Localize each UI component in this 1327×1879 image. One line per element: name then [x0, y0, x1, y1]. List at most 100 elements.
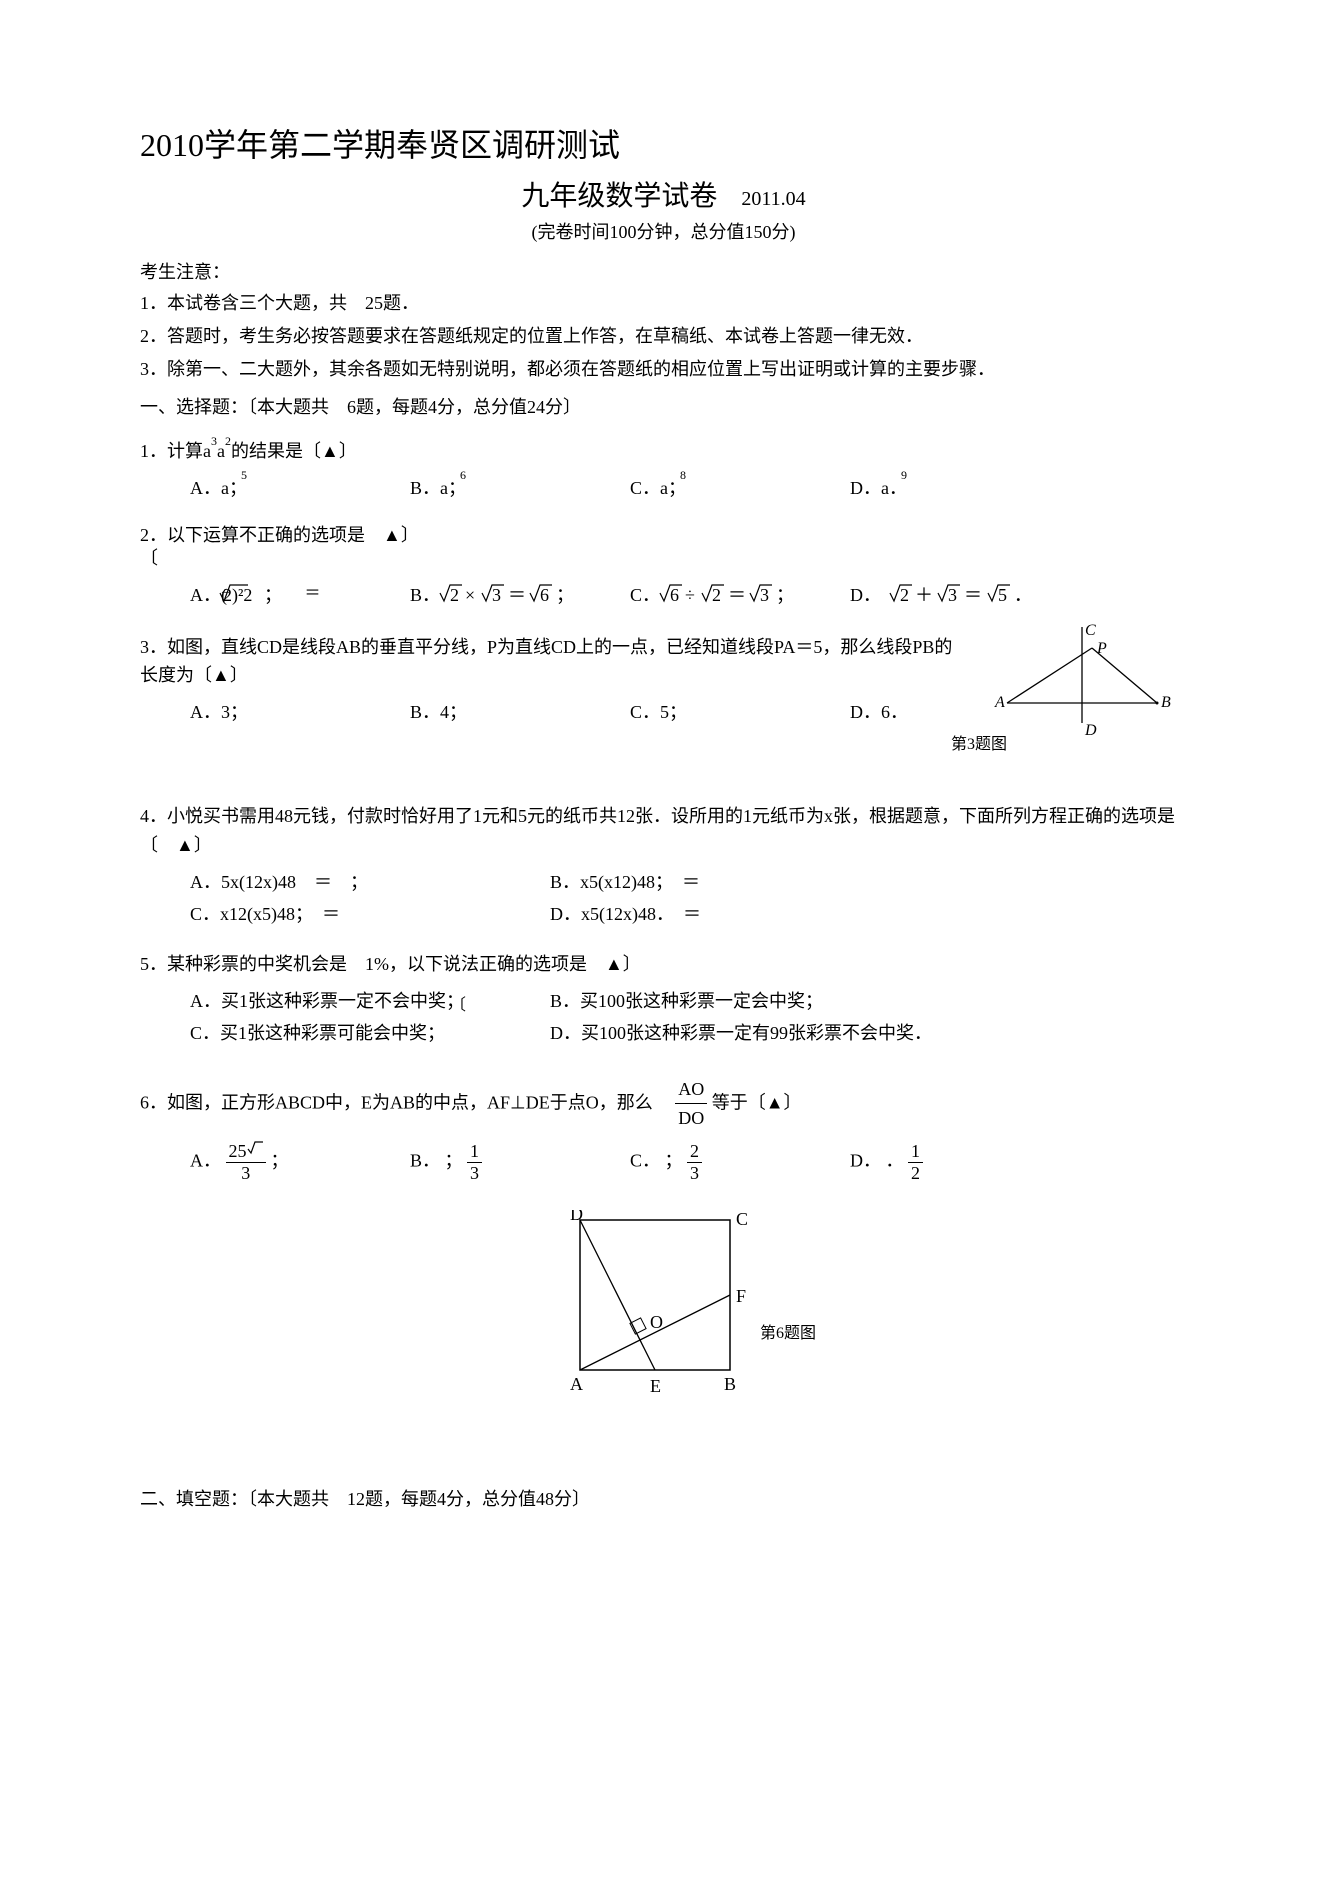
q4-opt-d: D．x5(12x)48． ＝ — [550, 900, 910, 926]
q2-a-svg: A．( _ 2)²2 ； — [190, 582, 305, 602]
q3-label-a: A — [994, 694, 1005, 711]
q6-fig-label: 第6题图 — [760, 1324, 816, 1342]
q1-stem-b: a — [217, 441, 225, 461]
q4-opt-c: C．x12(x5)48； ＝ — [190, 900, 550, 926]
q6-c-num: 2 — [687, 1141, 702, 1163]
q6-opt-b: B． ； 1 3 — [410, 1141, 630, 1184]
q2-c-svg: C． 6 ÷ 2 ＝ 3 ； — [630, 579, 830, 609]
svg-text:2: 2 — [900, 585, 909, 605]
q6-c-frac: 2 3 — [687, 1141, 702, 1184]
sqrt-mark-icon — [247, 1141, 263, 1155]
q2-options: A．( _ 2)²2 ； ＝ B． 2 × 3 ＝ 6 ； — [140, 579, 1187, 615]
svg-text:＝: ＝ — [728, 585, 746, 605]
q2-opt-c: C． 6 ÷ 2 ＝ 3 ； — [630, 579, 850, 609]
q1-opt-a: A．a；5 — [190, 474, 410, 500]
svg-text:C．: C． — [630, 585, 660, 605]
q4-opt-a: A．5x(12x)48 ＝ ； — [190, 868, 550, 894]
notice-item-1: 1．本试卷含三个大题，共 25题． — [140, 290, 1187, 317]
q1-b-label: B．a — [410, 478, 448, 498]
q3-opt-c: C．5； — [630, 698, 850, 724]
q1-opt-c: C．a；8 — [630, 474, 850, 500]
question-3: 3．如图，直线CD是线段AB的垂直平分线，P为直线CD上的一点，已经知道线段PA… — [140, 633, 1187, 691]
svg-text:．: ． — [1014, 585, 1032, 605]
q6-label-b: B — [724, 1374, 736, 1394]
q1-a-label: A．a — [190, 478, 229, 498]
q6-stem-a: 6．如图，正方形ABCD中，E为AB的中点，AF⊥DE于点O，那么 — [140, 1092, 671, 1112]
q3-svg: C P A B D — [977, 623, 1177, 743]
q6-d-den: 2 — [908, 1163, 923, 1184]
q6-c-suf: ； — [665, 1151, 683, 1171]
q6-options: A． 25 3 ； B． ； 1 3 C． ； 2 3 — [140, 1141, 1187, 1190]
svg-text:2: 2 — [450, 585, 459, 605]
svg-text:6: 6 — [540, 585, 549, 605]
q2-opt-d: D． 2 ＋ 3 ＝ 5 ． — [850, 579, 1090, 609]
q2-stem: 2．以下运算不正确的选项是 ▲〕 — [140, 525, 419, 545]
q6-frac: AO DO — [675, 1075, 707, 1134]
q6-frac-den: DO — [675, 1104, 707, 1133]
q6-stem-b: 等于〔▲〕 — [712, 1092, 802, 1112]
q6-d-pre: D． — [850, 1151, 881, 1171]
question-6: 6．如图，正方形ABCD中，E为AB的中点，AF⊥DE于点O，那么 AO DO … — [140, 1075, 1187, 1134]
q5-stem: 5．某种彩票的中奖机会是 1%，以下说法正确的选项是 ▲〕 — [140, 954, 641, 974]
svg-text:；: ； — [776, 585, 794, 605]
question-2: 2．以下运算不正确的选项是 ▲〕 〔 — [140, 524, 1187, 571]
svg-text:；: ； — [556, 585, 574, 605]
svg-text:＋: ＋ — [915, 585, 933, 605]
q6-b-pre: B． — [410, 1151, 440, 1171]
subtitle-row: 九年级数学试卷 2011.04 — [140, 174, 1187, 214]
q3-stem: 3．如图，直线CD是线段AB的垂直平分线，P为直线CD上的一点，已经知道线段PA… — [140, 637, 952, 686]
notice-head: 考生注意： — [140, 258, 1187, 284]
q1-c-label: C．a — [630, 478, 668, 498]
svg-text:＝: ＝ — [964, 585, 982, 605]
notice-item-2: 2．答题时，考生务必按答题要求在答题纸规定的位置上作答，在草稿纸、本试卷上答题一… — [140, 323, 1187, 350]
q6-d-num: 1 — [908, 1141, 923, 1163]
q6-frac-num: AO — [675, 1075, 707, 1105]
q2-sub: 〔 — [140, 548, 158, 568]
question-4: 4．小悦买书需用48元钱，付款时恰好用了1元和5元的纸币共12张．设所用的1元纸… — [140, 802, 1187, 860]
q3-label-p: P — [1096, 640, 1107, 657]
q6-label-d: D — [570, 1210, 583, 1224]
svg-text:6: 6 — [670, 585, 679, 605]
q3-label-b: B — [1161, 694, 1171, 711]
q1-stem-c: 的结果是〔▲〕 — [231, 441, 357, 461]
q5-opt-a: A．买1张这种彩票一定不会中奖； — [190, 987, 550, 1013]
q2-b-svg: B． 2 × 3 ＝ 6 ； — [410, 579, 600, 609]
svg-text:D．: D． — [850, 585, 881, 605]
q1-exp2: 2 — [225, 434, 231, 448]
svg-text:3: 3 — [760, 585, 769, 605]
q6-opt-c: C． ； 2 3 — [630, 1141, 850, 1184]
svg-text:÷: ÷ — [685, 585, 695, 605]
q3-opt-a: A．3； — [190, 698, 410, 724]
q3-label-c: C — [1085, 623, 1096, 639]
sub-title: 九年级数学试卷 — [521, 181, 717, 212]
q1-b-exp: 6 — [460, 468, 466, 482]
q3-label-d: D — [1084, 722, 1097, 739]
svg-text:2)²2: 2)²2 — [223, 585, 252, 606]
svg-text:×: × — [465, 585, 475, 605]
q6-a-num: 25 — [226, 1141, 267, 1163]
q1-c-exp: 8 — [680, 468, 686, 482]
svg-text:5: 5 — [998, 585, 1007, 605]
svg-text:2: 2 — [712, 585, 721, 605]
notice-item-3: 3．除第一、二大题外，其余各题如无特别说明，都必须在答题纸的相应位置上写出证明或… — [140, 356, 1187, 383]
section2-head: 二、填空题：〔本大题共 12题，每题4分，总分值48分〕 — [140, 1485, 1187, 1511]
q6-a-den: 3 — [226, 1163, 267, 1184]
q6-d-suf: ． — [886, 1151, 904, 1171]
exam-meta: (完卷时间100分钟，总分值150分) — [140, 218, 1187, 244]
svg-text:3: 3 — [948, 585, 957, 605]
q5-opt-c: C．买1张这种彩票可能会中奖； — [190, 1019, 550, 1045]
q6-a-pre: A． — [190, 1151, 221, 1171]
q6-d-frac: 1 2 — [908, 1141, 923, 1184]
question-1: 1．计算a3a2的结果是〔▲〕 — [140, 437, 1187, 466]
q2-opt-b: B． 2 × 3 ＝ 6 ； — [410, 579, 630, 609]
q6-c-den: 3 — [687, 1163, 702, 1184]
q1-d-label: D．a． — [850, 478, 907, 498]
q6-figure: D C F O A E B 第6题图 — [560, 1210, 1187, 1415]
q6-c-pre: C． — [630, 1151, 660, 1171]
q5-opt-b: B．买100张这种彩票一定会中奖； — [550, 987, 910, 1013]
exam-page: 2010学年第二学期奉贤区调研测试 九年级数学试卷 2011.04 (完卷时间1… — [0, 0, 1327, 1607]
q6-b-den: 3 — [467, 1163, 482, 1184]
svg-text:＝: ＝ — [508, 585, 526, 605]
exam-date: 2011.04 — [741, 188, 805, 210]
q6-opt-a: A． 25 3 ； — [190, 1141, 410, 1184]
